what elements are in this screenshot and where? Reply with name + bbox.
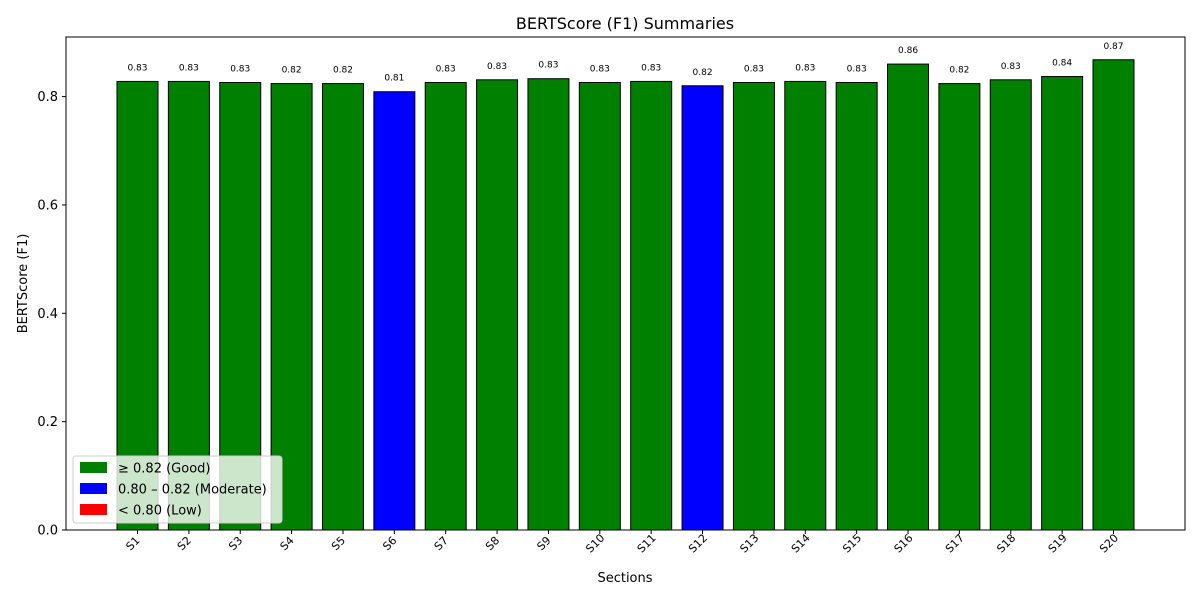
y-tick-label: 0.2 <box>37 415 58 430</box>
legend-label: < 0.80 (Low) <box>118 504 202 519</box>
x-tick-label-s12: S12 <box>686 532 710 556</box>
x-tick-label-s19: S19 <box>1046 532 1070 556</box>
value-label-s18: 0.83 <box>1001 62 1021 72</box>
legend-frame <box>72 455 283 524</box>
bar-s5 <box>321 83 364 531</box>
x-tick-label-s1: S1 <box>123 534 142 553</box>
x-tick-label-s7: S7 <box>432 534 451 553</box>
value-label-s13: 0.83 <box>744 65 764 75</box>
value-label-s4: 0.82 <box>282 66 302 76</box>
value-label-s12: 0.82 <box>693 68 713 78</box>
y-tick-label: 0.4 <box>37 307 58 322</box>
bar-s12 <box>681 85 724 531</box>
x-tick-label-s8: S8 <box>483 534 502 553</box>
legend-label: 0.80 – 0.82 (Moderate) <box>118 483 267 498</box>
bar-s20 <box>1092 59 1135 531</box>
bar-s9 <box>527 78 570 531</box>
value-label-s3: 0.83 <box>230 65 250 75</box>
y-axis: 0.0 0.2 0.4 0.6 0.8 <box>37 90 66 539</box>
x-axis: S1 S2 S3 S4 S5 S6 S7 S8 S9 S10 S11 S12 S13 S14 S15 S16 S… <box>123 530 1121 556</box>
y-axis-title: BERTScore (F1) <box>16 234 31 334</box>
value-label-s11: 0.83 <box>641 63 661 73</box>
bar-s7 <box>424 82 467 531</box>
y-tick-label: 0.8 <box>37 90 58 105</box>
value-label-s9: 0.83 <box>538 61 558 71</box>
value-label-s8: 0.83 <box>487 62 507 72</box>
x-tick-label-s4: S4 <box>278 534 297 553</box>
value-label-s16: 0.86 <box>898 46 918 56</box>
x-tick-label-s2: S2 <box>175 534 194 553</box>
value-label-s19: 0.84 <box>1052 59 1072 69</box>
x-tick-label-s5: S5 <box>329 534 348 553</box>
x-tick-label-s14: S14 <box>789 532 813 556</box>
value-label-s20: 0.87 <box>1103 42 1123 52</box>
x-axis-title: Sections <box>597 571 652 586</box>
value-label-s2: 0.83 <box>179 63 199 73</box>
bar-s16 <box>887 63 930 531</box>
legend-label: ≥ 0.82 (Good) <box>118 462 210 477</box>
x-tick-label-s15: S15 <box>840 532 864 556</box>
bar-s3 <box>219 82 262 531</box>
value-label-s5: 0.82 <box>333 66 353 76</box>
value-label-s14: 0.83 <box>795 63 815 73</box>
x-tick-label-s6: S6 <box>380 534 399 553</box>
bar-s18 <box>989 79 1032 531</box>
legend-swatch <box>80 504 107 515</box>
bar-s19 <box>1041 76 1084 531</box>
value-label-s17: 0.82 <box>949 66 969 76</box>
x-tick-label-s16: S16 <box>892 532 916 556</box>
bar-s10 <box>578 82 621 531</box>
legend-swatch <box>80 462 107 473</box>
x-tick-label-s10: S10 <box>583 532 607 556</box>
x-tick-label-s13: S13 <box>737 532 761 556</box>
y-tick-label: 0.0 <box>37 524 58 539</box>
x-tick-label-s20: S20 <box>1097 532 1121 556</box>
legend-swatch <box>80 483 107 494</box>
value-labels-group: 0.83 0.83 0.83 0.82 0.82 0.81 0.83 0.83 0.83 0.83… <box>127 42 1123 84</box>
legend: ≥ 0.82 (Good) 0.80 – 0.82 (Moderate) < 0.8… <box>72 455 283 524</box>
bar-s6 <box>373 91 416 531</box>
bar-s15 <box>835 82 878 531</box>
bar-s2 <box>167 80 210 531</box>
x-tick-label-s18: S18 <box>994 532 1018 556</box>
bar-s8 <box>476 79 519 531</box>
bar-s1 <box>116 80 159 531</box>
value-label-s6: 0.81 <box>384 74 404 84</box>
value-label-s15: 0.83 <box>847 65 867 75</box>
plot-frame <box>65 36 1186 531</box>
value-label-s7: 0.83 <box>436 65 456 75</box>
x-tick-label-s17: S17 <box>943 532 967 556</box>
bar-s17 <box>938 83 981 531</box>
chart-title: BERTScore (F1) Summaries <box>516 14 734 33</box>
y-tick-label: 0.6 <box>37 198 58 213</box>
value-label-s1: 0.83 <box>127 63 147 73</box>
x-tick-label-s11: S11 <box>635 532 659 556</box>
bar-s14 <box>784 80 827 531</box>
bar-s11 <box>630 80 673 531</box>
x-tick-label-s9: S9 <box>534 534 553 553</box>
x-tick-label-s3: S3 <box>226 534 245 553</box>
bar-s13 <box>732 82 775 531</box>
value-label-s10: 0.83 <box>590 65 610 75</box>
